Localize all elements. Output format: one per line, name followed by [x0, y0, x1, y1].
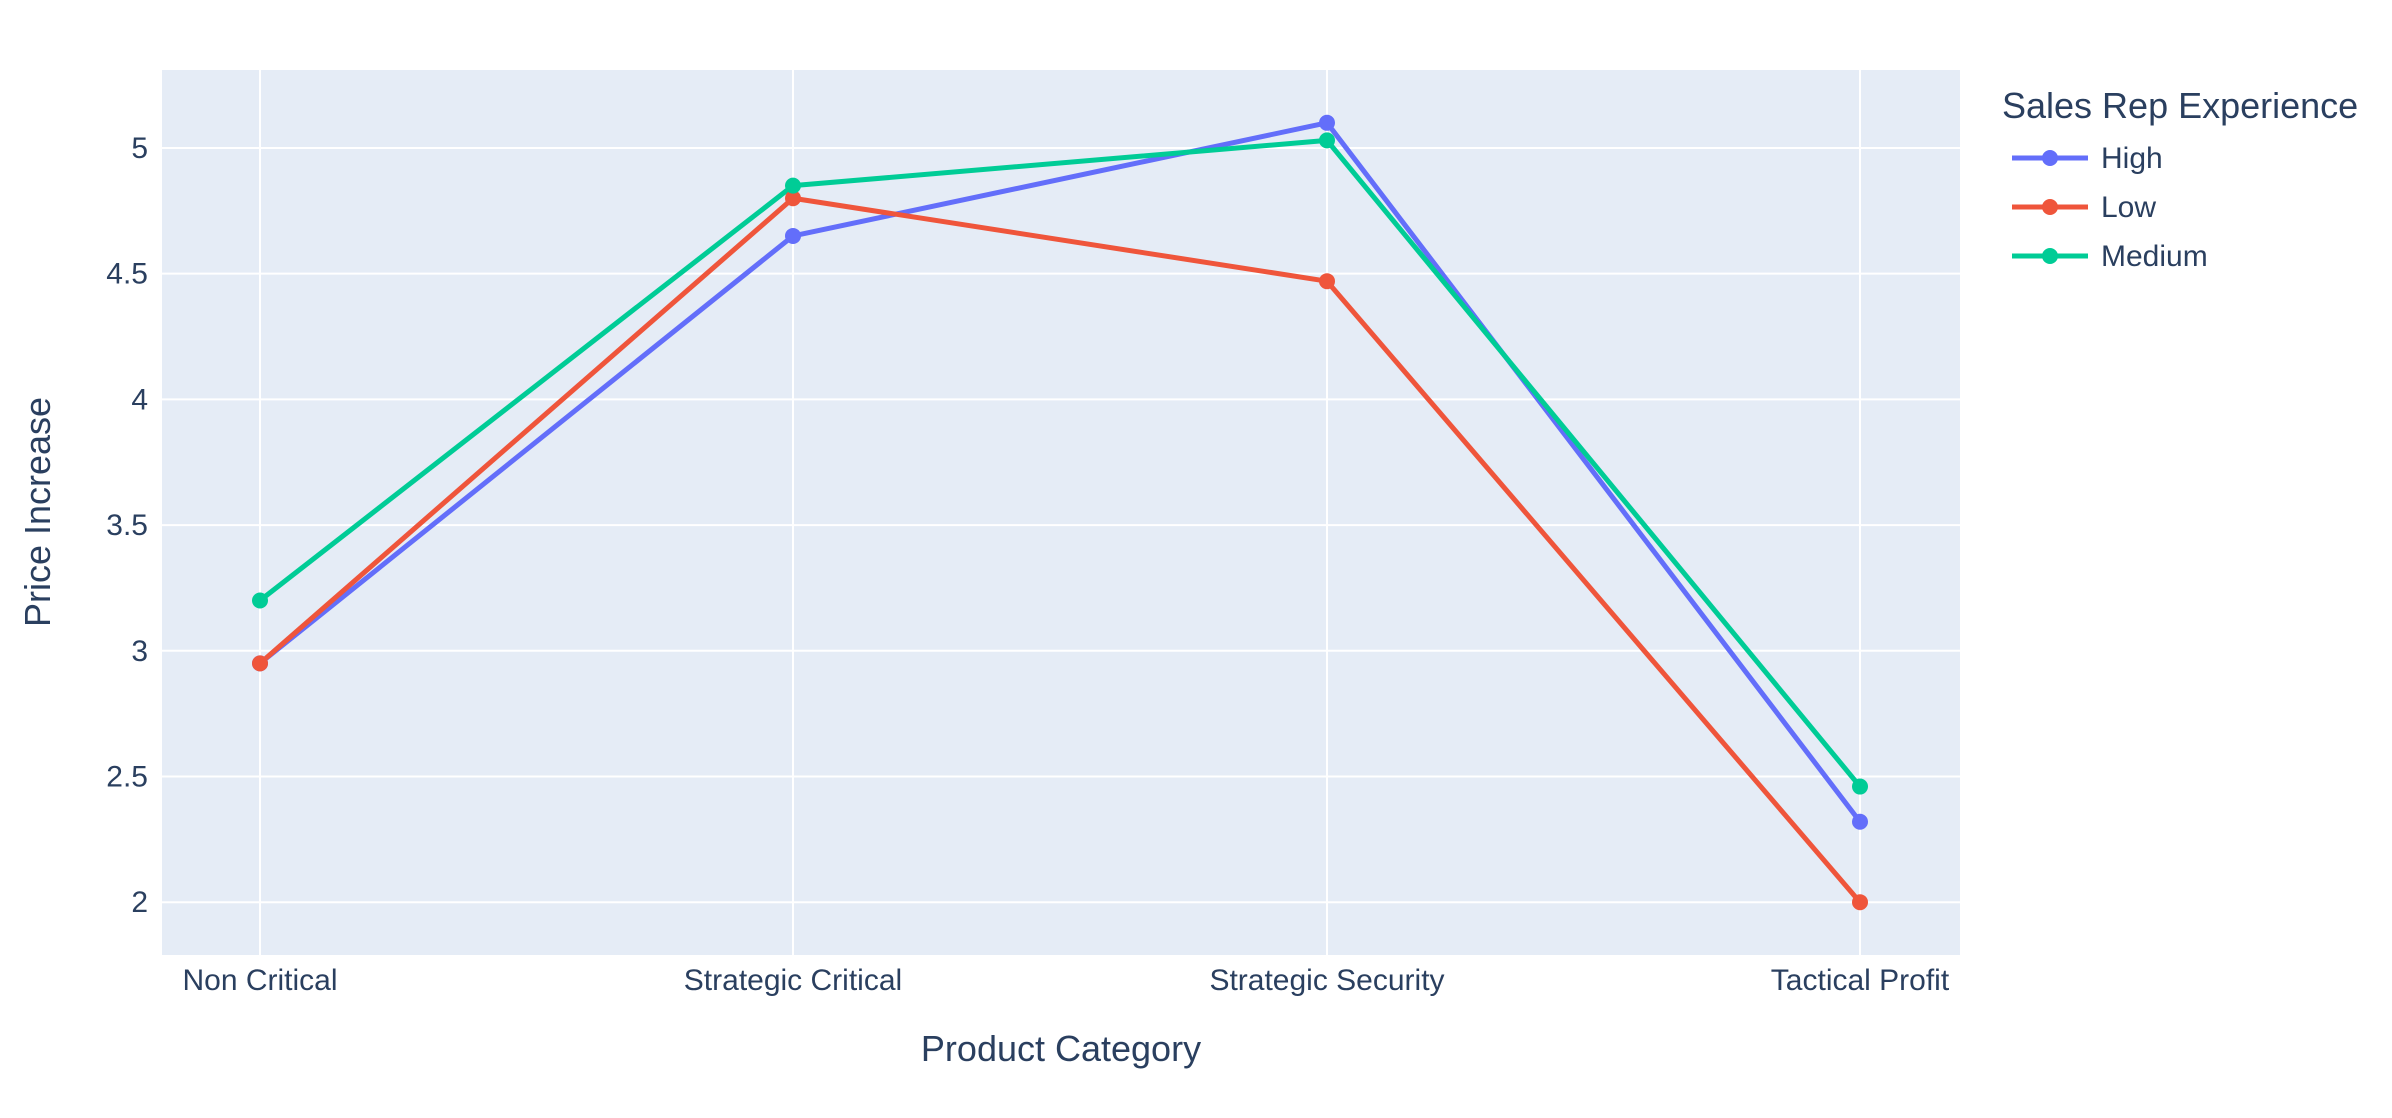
data-point-low[interactable]	[1852, 894, 1868, 911]
legend-label: High	[2101, 142, 2163, 175]
data-point-low[interactable]	[1319, 273, 1335, 290]
x-tick-label: Strategic Security	[1209, 964, 1444, 997]
gridlines	[162, 70, 1960, 955]
y-tick-label: 2.5	[106, 760, 148, 793]
legend[interactable]: Sales Rep Experience High Low Medium	[2002, 85, 2358, 273]
legend-item-medium[interactable]: Medium	[2012, 240, 2208, 273]
x-tick-label: Non Critical	[182, 964, 337, 997]
legend-label: Medium	[2101, 240, 2208, 273]
data-point-high[interactable]	[1319, 114, 1335, 131]
legend-item-low[interactable]: Low	[2012, 191, 2156, 224]
x-tick-label: Tactical Profit	[1771, 964, 1950, 997]
data-point-high[interactable]	[785, 227, 801, 244]
y-tick-label: 5	[131, 132, 148, 165]
data-point-high[interactable]	[1852, 813, 1868, 830]
legend-swatch-marker	[2042, 150, 2058, 166]
data-point-medium[interactable]	[1319, 132, 1335, 149]
data-point-low[interactable]	[252, 655, 268, 672]
y-axis-title: Price Increase	[17, 397, 58, 627]
series-line-low	[258, 195, 1862, 904]
series-lines	[258, 120, 1862, 904]
legend-title: Sales Rep Experience	[2002, 85, 2358, 126]
x-axis-title: Product Category	[921, 1028, 1201, 1069]
series-line-high	[258, 120, 1862, 824]
series-line-medium	[258, 137, 1862, 789]
data-point-medium[interactable]	[1852, 778, 1868, 795]
y-tick-label: 2	[131, 886, 148, 919]
series-markers	[252, 114, 1868, 911]
y-axis-ticks: 2 2.5 3 3.5 4 4.5 5	[106, 132, 148, 919]
data-point-low[interactable]	[785, 190, 801, 207]
plot-area	[162, 70, 1960, 955]
y-tick-label: 4.5	[106, 258, 148, 291]
legend-swatch-marker	[2042, 199, 2058, 215]
x-tick-label: Strategic Critical	[684, 964, 902, 997]
data-point-medium[interactable]	[252, 592, 268, 609]
legend-item-high[interactable]: High	[2012, 142, 2163, 175]
y-tick-label: 4	[131, 383, 148, 416]
y-tick-label: 3	[131, 635, 148, 668]
data-point-medium[interactable]	[785, 177, 801, 194]
x-axis-ticks: Non Critical Strategic Critical Strategic …	[182, 964, 1949, 997]
legend-swatch-marker	[2042, 248, 2058, 264]
y-tick-label: 3.5	[106, 509, 148, 542]
legend-label: Low	[2101, 191, 2156, 224]
